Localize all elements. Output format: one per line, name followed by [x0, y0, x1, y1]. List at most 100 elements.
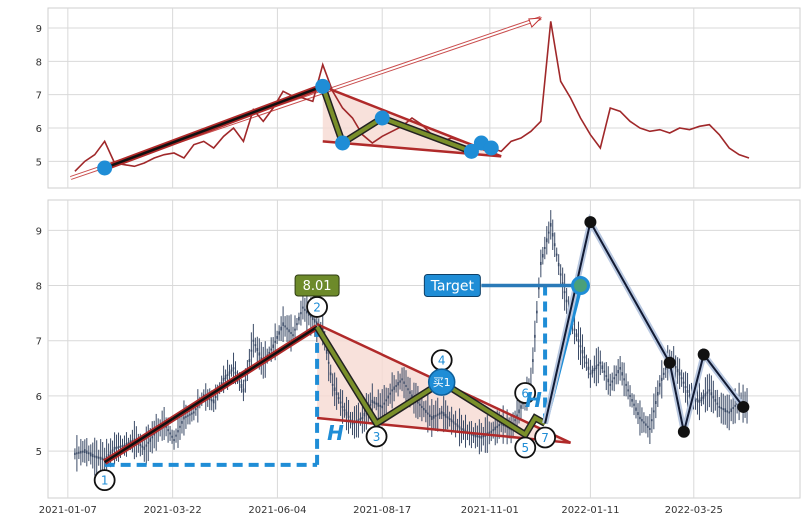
candle-body — [452, 421, 455, 424]
point-label-circle — [514, 382, 537, 404]
candle-body — [490, 430, 493, 433]
bottom-leg-inner — [315, 325, 547, 438]
candle-body — [119, 445, 122, 448]
candle-body — [553, 243, 556, 247]
candle-body — [514, 419, 516, 422]
candle-body — [448, 418, 451, 421]
candle-body — [434, 414, 437, 417]
candle-body — [214, 396, 217, 399]
candle-body — [532, 359, 534, 363]
candle-body — [109, 451, 112, 454]
candle-body — [234, 371, 237, 374]
black-node — [697, 348, 710, 361]
target-label-box — [423, 274, 481, 298]
candle-body — [208, 398, 211, 401]
candle-body — [339, 401, 342, 404]
candle-body — [105, 456, 108, 459]
bottom-ytick-label: 9 — [36, 226, 42, 237]
candle-body — [712, 395, 715, 399]
candle-body — [151, 436, 154, 439]
candle-body — [80, 450, 82, 454]
point-label-circle — [514, 436, 537, 459]
candle-body — [536, 310, 538, 314]
top-pattern-point — [97, 160, 113, 176]
xtick-label: 2021-03-22 — [144, 505, 202, 516]
candle-body — [432, 415, 435, 419]
price-line — [74, 21, 750, 172]
candle-body — [716, 402, 719, 405]
candle-body — [187, 414, 189, 417]
top-flagpole-inner — [104, 85, 324, 170]
candle-body — [228, 371, 231, 375]
candle-body — [210, 399, 213, 402]
candle-body — [97, 456, 100, 459]
target-point — [570, 276, 590, 296]
candle-body — [442, 412, 445, 417]
candle-body — [561, 282, 564, 285]
candle-body — [425, 409, 427, 413]
candle-body — [421, 405, 423, 409]
candle-body — [286, 327, 288, 330]
candle-body — [547, 231, 550, 234]
candle-body — [698, 399, 701, 403]
candle-body — [258, 352, 261, 356]
candle-body — [474, 433, 477, 438]
bottom-ytick-label: 6 — [36, 392, 42, 403]
candle-body — [175, 434, 177, 437]
candle-body — [653, 410, 655, 413]
candle-body — [704, 393, 707, 397]
candle-body — [93, 455, 96, 458]
candle-body — [559, 273, 562, 276]
bottom-plot-area — [47, 199, 801, 499]
candle-body — [676, 368, 679, 373]
height-label-2: H — [525, 388, 542, 412]
candle-body — [647, 425, 649, 428]
candle-body — [599, 361, 602, 364]
candle-body — [212, 399, 215, 404]
candle-body — [351, 422, 354, 425]
black-node — [584, 216, 597, 229]
top-pattern-point — [374, 110, 390, 126]
candle-body — [450, 419, 453, 423]
candle-body — [395, 384, 397, 387]
candle-body — [722, 408, 725, 411]
candle-body — [631, 399, 633, 402]
candle-body — [419, 403, 421, 406]
candle-body — [609, 383, 612, 386]
candle-body — [617, 369, 619, 374]
top-ytick-label: 7 — [36, 91, 42, 102]
candle-body — [173, 439, 175, 442]
candle-body — [637, 412, 639, 416]
candle-body — [121, 444, 124, 448]
candle-body — [347, 415, 350, 419]
candle-body — [143, 446, 146, 450]
top-ytick-label: 8 — [36, 57, 42, 68]
candle-body — [284, 325, 286, 328]
projection-arrow-head — [528, 17, 543, 28]
candle-body — [240, 383, 243, 388]
candle-body — [635, 407, 637, 411]
candle-body — [577, 339, 580, 343]
candle-body — [294, 328, 296, 331]
candle-body — [549, 223, 552, 227]
candle-body — [476, 435, 479, 438]
candle-body — [728, 411, 730, 414]
candle-body — [373, 401, 376, 404]
black-node — [737, 400, 750, 413]
point-label-circle — [93, 469, 116, 492]
buy-marker-circle — [427, 368, 456, 396]
candle-body — [335, 392, 338, 396]
candle-body — [444, 413, 447, 418]
point-label-circle — [306, 296, 328, 318]
candle-body — [454, 423, 457, 426]
candle-body — [371, 399, 374, 404]
xtick-label: 2021-01-07 — [39, 505, 97, 516]
candle-body — [720, 407, 723, 410]
candle-body — [724, 408, 727, 413]
candle-body — [345, 411, 348, 416]
candle-body — [113, 446, 116, 450]
candle-body — [538, 286, 540, 290]
height-label: H — [327, 421, 344, 445]
candle-body — [383, 402, 386, 405]
